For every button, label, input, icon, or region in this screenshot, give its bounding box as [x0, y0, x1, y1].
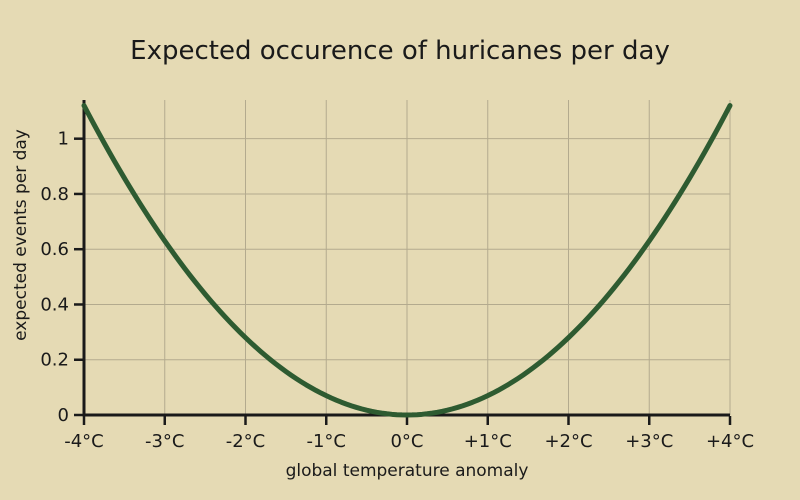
- x-tick-label: -4°C: [64, 431, 104, 452]
- x-tick-label: -2°C: [226, 431, 266, 452]
- x-tick-label: +3°C: [625, 431, 673, 452]
- gridlines: [84, 100, 731, 415]
- x-tick-label: +2°C: [544, 431, 592, 452]
- y-tick-label: 0: [58, 405, 69, 426]
- data-curve: [81, 103, 733, 418]
- y-tick-label: 1: [58, 129, 69, 150]
- x-tick-label: -3°C: [145, 431, 185, 452]
- x-tick-labels: -4°C -3°C -2°C -1°C 0°C +1°C +2°C +3°C +4°C: [64, 431, 754, 452]
- x-axis-label: global temperature anomaly: [286, 461, 529, 481]
- x-tick-label: +4°C: [706, 431, 754, 452]
- y-axis-label: expected events per day: [11, 129, 31, 341]
- y-tick-labels: 0 0.2 0.4 0.6 0.8 1: [40, 129, 69, 426]
- x-tick-label: +1°C: [464, 431, 512, 452]
- tick-marks: [74, 137, 732, 425]
- y-tick-label: 0.8: [40, 184, 69, 205]
- y-tick-label: 0.6: [40, 239, 69, 260]
- y-tick-label: 0.2: [40, 350, 69, 371]
- x-tick-label: 0°C: [390, 431, 423, 452]
- x-tick-label: -1°C: [306, 431, 346, 452]
- y-tick-label: 0.4: [40, 294, 69, 315]
- chart-title: Expected occurence of huricanes per day: [130, 36, 670, 66]
